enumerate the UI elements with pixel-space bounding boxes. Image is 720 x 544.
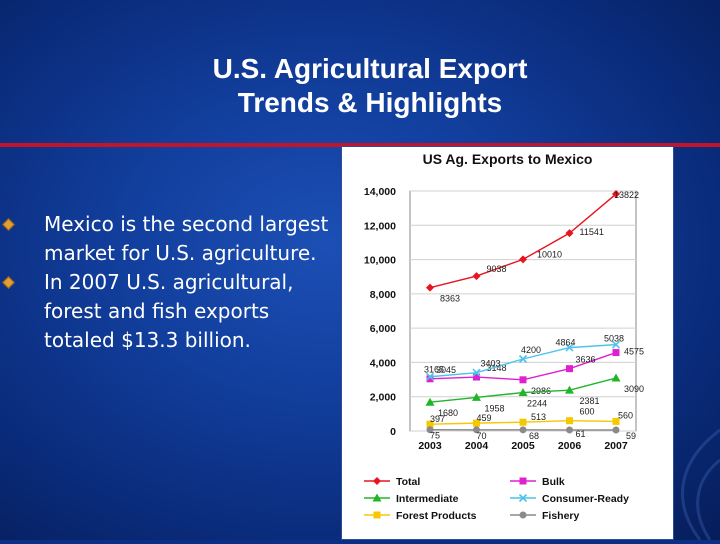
legend-marker-forest-products bbox=[374, 512, 381, 519]
data-label-forest-products: 600 bbox=[580, 407, 595, 417]
legend-marker-bulk bbox=[520, 478, 527, 485]
data-point-bulk bbox=[520, 376, 527, 383]
data-label-fishery: 75 bbox=[430, 431, 440, 441]
data-label-intermediate: 3090 bbox=[624, 384, 644, 394]
y-tick-label: 6,000 bbox=[370, 323, 396, 335]
data-point-fishery bbox=[566, 426, 573, 433]
y-tick-label: 8,000 bbox=[370, 289, 396, 301]
legend-label-total: Total bbox=[396, 476, 420, 488]
title-line-1: U.S. Agricultural Export bbox=[150, 52, 590, 86]
legend-marker-total bbox=[373, 477, 381, 485]
data-point-bulk bbox=[566, 365, 573, 372]
data-label-consumer-ready: 3165 bbox=[424, 365, 444, 375]
bullet-diamond-icon bbox=[2, 218, 15, 231]
y-tick-label: 12,000 bbox=[364, 220, 396, 232]
bullet-list: Mexico is the second largest market for … bbox=[2, 210, 337, 355]
bullet-item: In 2007 U.S. agricultural, forest and fi… bbox=[2, 268, 337, 355]
data-label-fishery: 61 bbox=[576, 429, 586, 439]
data-label-fishery: 70 bbox=[477, 431, 487, 441]
legend-marker-fishery bbox=[520, 512, 527, 519]
data-point-fishery bbox=[613, 426, 620, 433]
data-point-fishery bbox=[520, 426, 527, 433]
x-tick-label: 2005 bbox=[511, 440, 535, 452]
x-tick-label: 2006 bbox=[558, 440, 582, 452]
data-label-forest-products: 560 bbox=[618, 410, 633, 420]
y-tick-label: 14,000 bbox=[364, 186, 396, 198]
data-label-forest-products: 397 bbox=[430, 414, 445, 424]
x-tick-label: 2007 bbox=[604, 440, 628, 452]
chart-panel: US Ag. Exports to Mexico 0 2,000 4,000 6,000… bbox=[341, 146, 674, 540]
data-label-intermediate: 2381 bbox=[580, 396, 600, 406]
data-point-forest-products bbox=[566, 417, 573, 424]
data-label-total: 8363 bbox=[440, 294, 460, 304]
data-label-consumer-ready: 4200 bbox=[521, 345, 541, 355]
data-label-total: 9038 bbox=[487, 264, 507, 274]
data-label-bulk: 4575 bbox=[624, 347, 644, 357]
data-label-bulk: 3636 bbox=[576, 355, 596, 365]
data-label-intermediate: 1958 bbox=[485, 403, 505, 413]
y-tick-label: 4,000 bbox=[370, 357, 396, 369]
y-tick-label: 0 bbox=[390, 426, 396, 438]
data-label-consumer-ready: 5038 bbox=[604, 334, 624, 344]
bullet-diamond-icon bbox=[2, 276, 15, 289]
bullet-text: Mexico is the second largest market for … bbox=[44, 212, 328, 265]
data-label-intermediate: 2244 bbox=[527, 399, 547, 409]
chart-title: US Ag. Exports to Mexico bbox=[423, 151, 593, 167]
data-label-forest-products: 459 bbox=[477, 413, 492, 423]
data-label-consumer-ready: 4864 bbox=[556, 338, 576, 348]
bullet-text: In 2007 U.S. agricultural, forest and fi… bbox=[44, 270, 293, 352]
data-point-bulk bbox=[613, 349, 620, 356]
legend-label-forest-products: Forest Products bbox=[396, 510, 477, 522]
data-label-total: 13822 bbox=[614, 190, 639, 200]
slide-title: U.S. Agricultural Export Trends & Highli… bbox=[150, 52, 590, 120]
legend-label-consumer-ready: Consumer-Ready bbox=[542, 493, 629, 505]
y-tick-label: 10,000 bbox=[364, 255, 396, 267]
data-label-forest-products: 513 bbox=[531, 412, 546, 422]
bullet-item: Mexico is the second largest market for … bbox=[2, 210, 337, 268]
line-chart: US Ag. Exports to Mexico 0 2,000 4,000 6,000… bbox=[342, 147, 673, 539]
legend-label-bulk: Bulk bbox=[542, 476, 565, 488]
data-label-total: 10010 bbox=[537, 249, 562, 259]
title-line-2: Trends & Highlights bbox=[150, 86, 590, 120]
data-label-total: 11541 bbox=[580, 227, 604, 237]
data-label-consumer-ready: 3403 bbox=[481, 359, 501, 369]
x-tick-label: 2004 bbox=[465, 440, 489, 452]
y-tick-label: 2,000 bbox=[370, 392, 396, 404]
data-label-fishery: 68 bbox=[529, 431, 539, 441]
data-point-forest-products bbox=[520, 419, 527, 426]
legend-label-intermediate: Intermediate bbox=[396, 493, 459, 505]
x-tick-label: 2003 bbox=[418, 440, 442, 452]
data-label-fishery: 59 bbox=[626, 431, 636, 441]
legend-label-fishery: Fishery bbox=[542, 510, 580, 522]
